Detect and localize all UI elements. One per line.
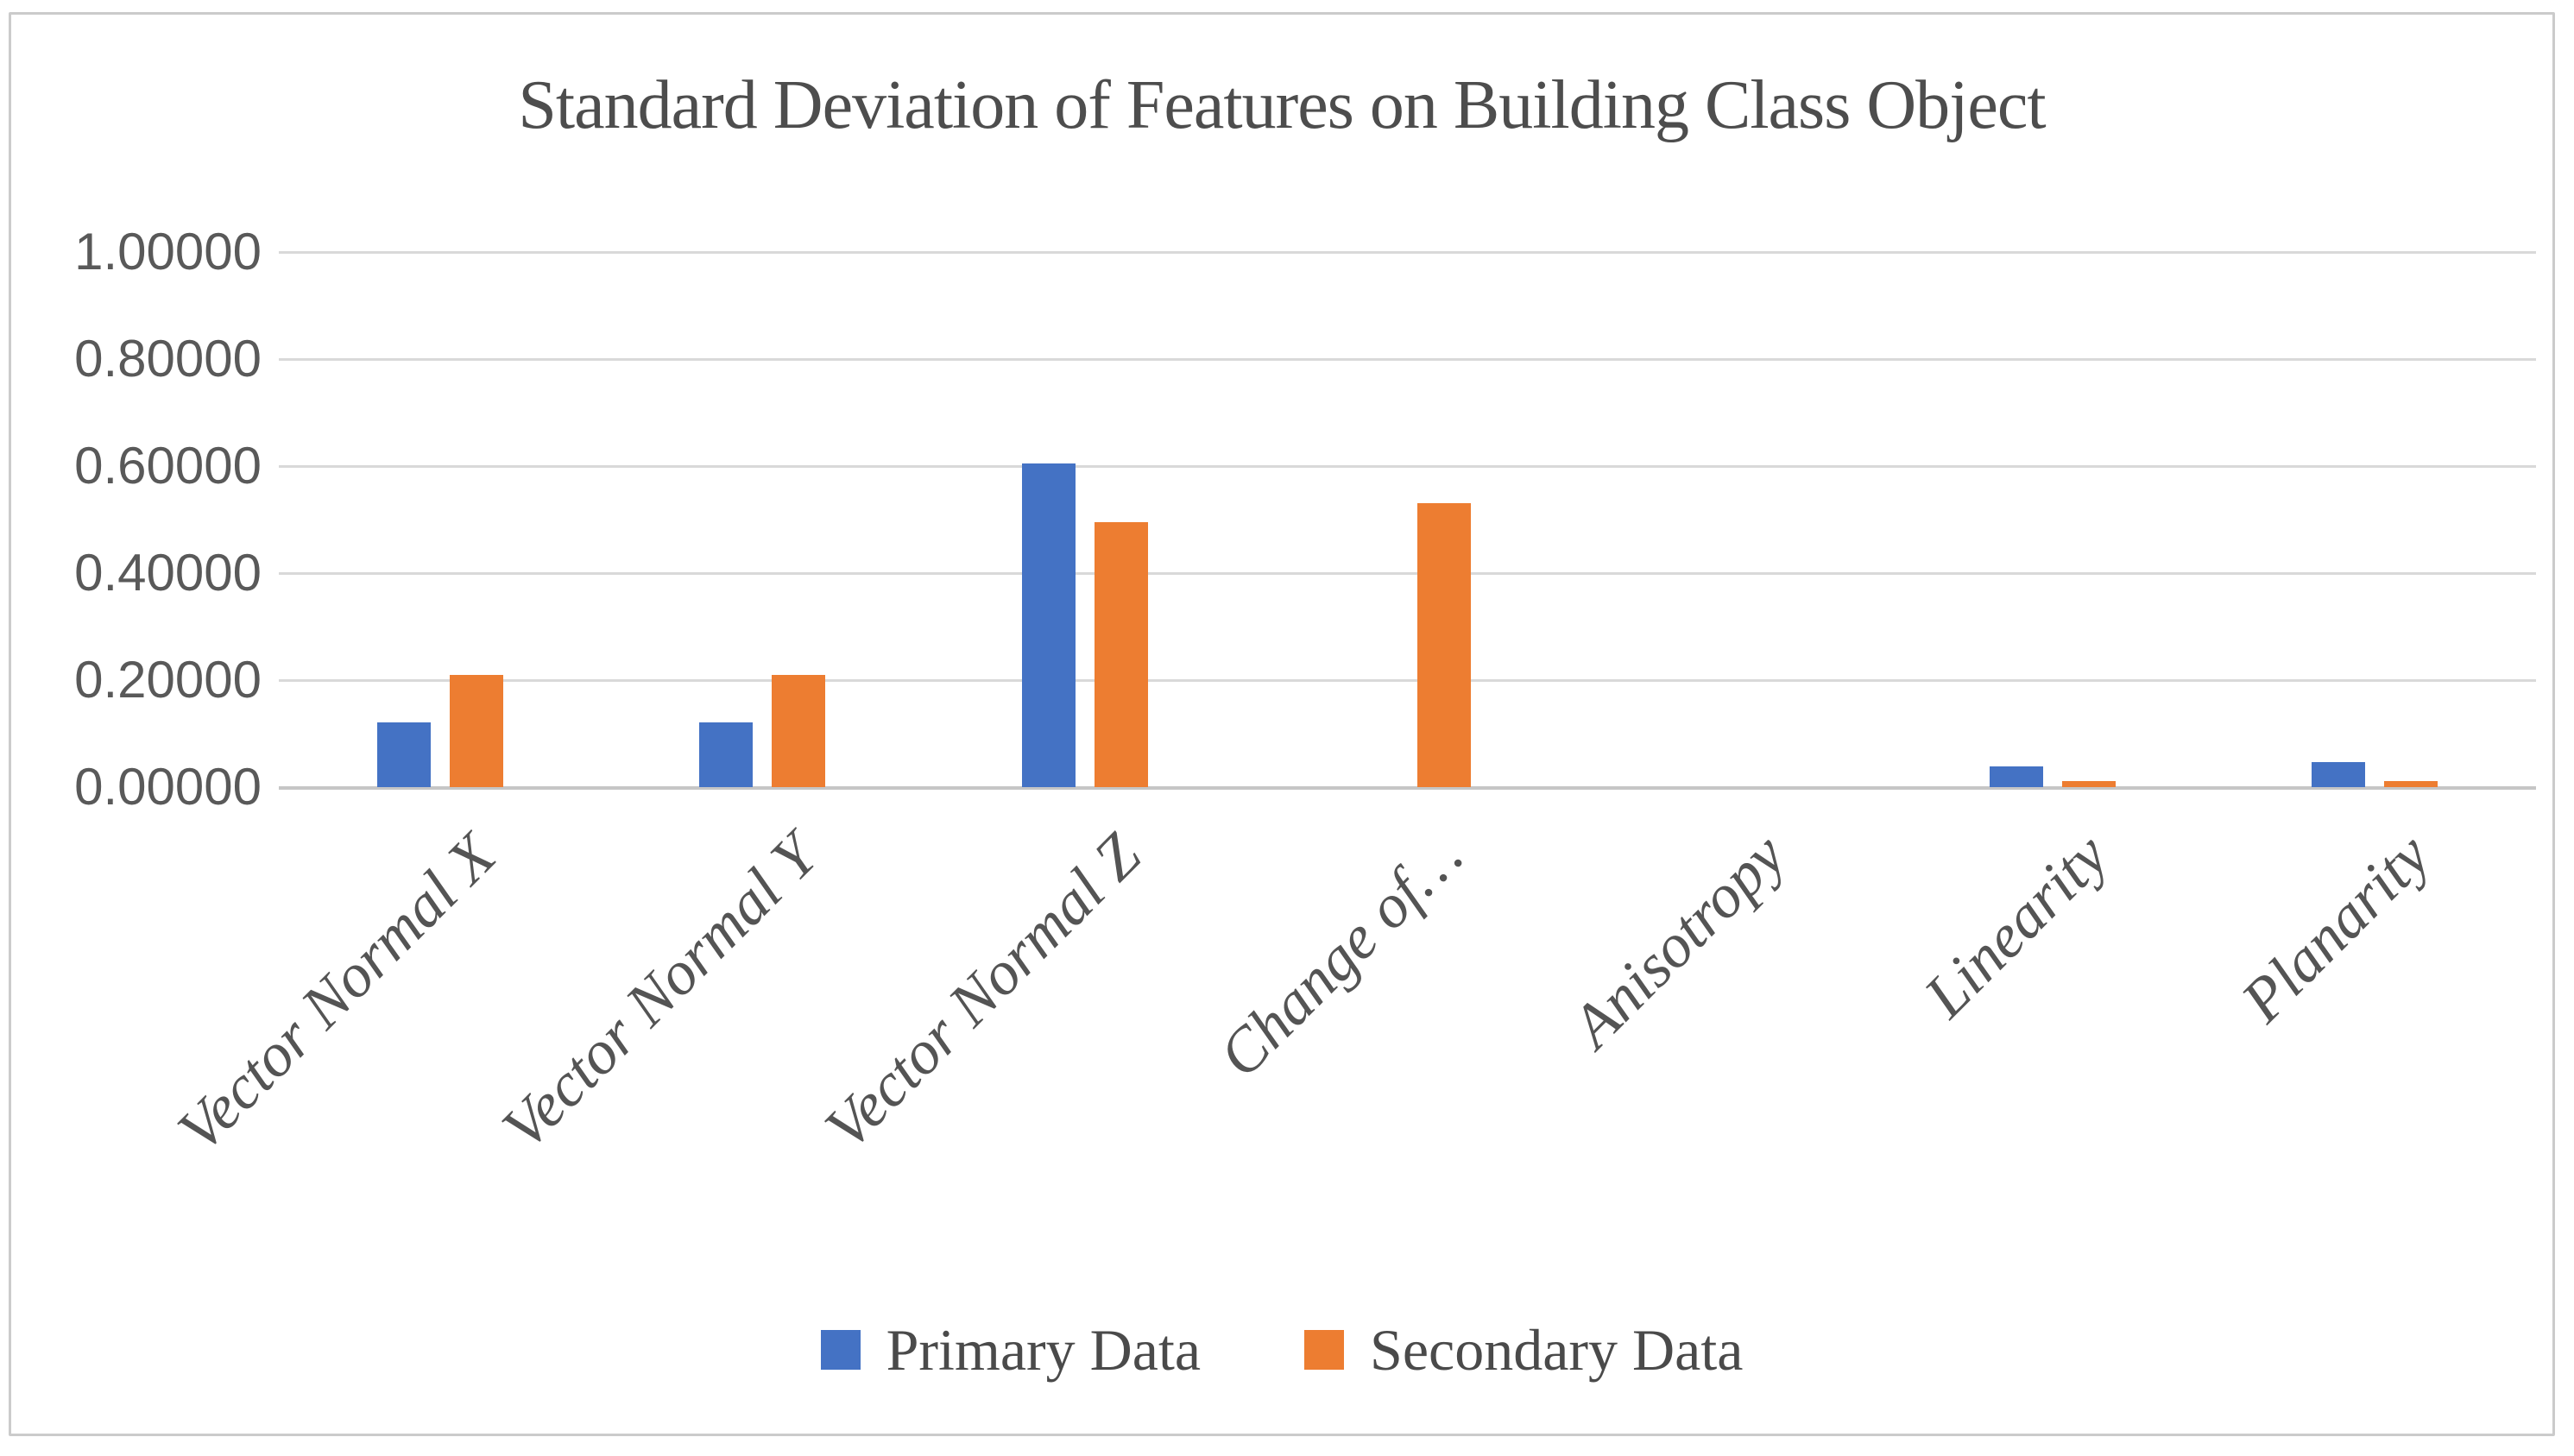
x-category-label-vector-normal-y: Vector Normal Y <box>489 820 831 1163</box>
gridline <box>279 679 2536 682</box>
chart-title: Standard Deviation of Features on Buildi… <box>518 67 2046 143</box>
x-category-label-change-of: Change of… <box>1206 820 1476 1091</box>
chart-legend: Primary Data Secondary Data <box>11 1320 2552 1380</box>
gridline <box>279 251 2536 254</box>
y-tick-label: 0.60000 <box>74 437 262 495</box>
bar-primary-data-vector-normal-z <box>1021 463 1076 787</box>
bar-primary-data-vector-normal-x <box>376 722 431 787</box>
gridline <box>279 465 2536 468</box>
y-tick-label: 0.00000 <box>74 758 262 816</box>
bar-primary-data-planarity <box>2312 762 2366 787</box>
gridline <box>279 572 2536 575</box>
bar-primary-data-vector-normal-y <box>699 722 754 787</box>
x-category-label-vector-normal-z: Vector Normal Z <box>811 820 1154 1163</box>
bar-secondary-data-vector-normal-x <box>449 674 503 787</box>
legend-item-secondary: Secondary Data <box>1304 1320 1743 1380</box>
x-axis-line <box>279 786 2536 790</box>
plot-area: 0.00000 0.20000 0.40000 0.60000 0.80000 1.000… <box>11 15 2552 1434</box>
chart-frame: Standard Deviation of Features on Buildi… <box>9 12 2555 1436</box>
legend-item-primary: Primary Data <box>820 1317 1202 1383</box>
bar-secondary-data-vector-normal-z <box>1094 522 1148 787</box>
y-tick-label: 1.00000 <box>74 223 262 280</box>
x-category-label-vector-normal-x: Vector Normal X <box>164 820 508 1165</box>
bar-secondary-data-linearity <box>2061 780 2116 787</box>
gridline <box>279 358 2536 361</box>
legend-swatch-secondary <box>1304 1330 1345 1370</box>
y-tick-label: 0.40000 <box>74 544 262 602</box>
x-category-label-planarity: Planarity <box>2228 820 2444 1036</box>
bar-secondary-data-vector-normal-y <box>772 674 826 787</box>
bar-secondary-data-change-of <box>1416 503 1471 787</box>
y-tick-label: 0.80000 <box>74 330 262 388</box>
bar-secondary-data-planarity <box>2384 780 2438 787</box>
legend-label-primary: Primary Data <box>886 1317 1202 1383</box>
bar-primary-data-linearity <box>1989 766 2043 787</box>
legend-label-secondary: Secondary Data <box>1370 1317 1744 1383</box>
legend-swatch-primary <box>820 1330 861 1370</box>
x-category-label-linearity: Linearity <box>1910 820 2121 1031</box>
y-tick-label: 0.20000 <box>74 651 262 709</box>
x-category-label-anisotropy: Anisotropy <box>1558 820 1799 1061</box>
